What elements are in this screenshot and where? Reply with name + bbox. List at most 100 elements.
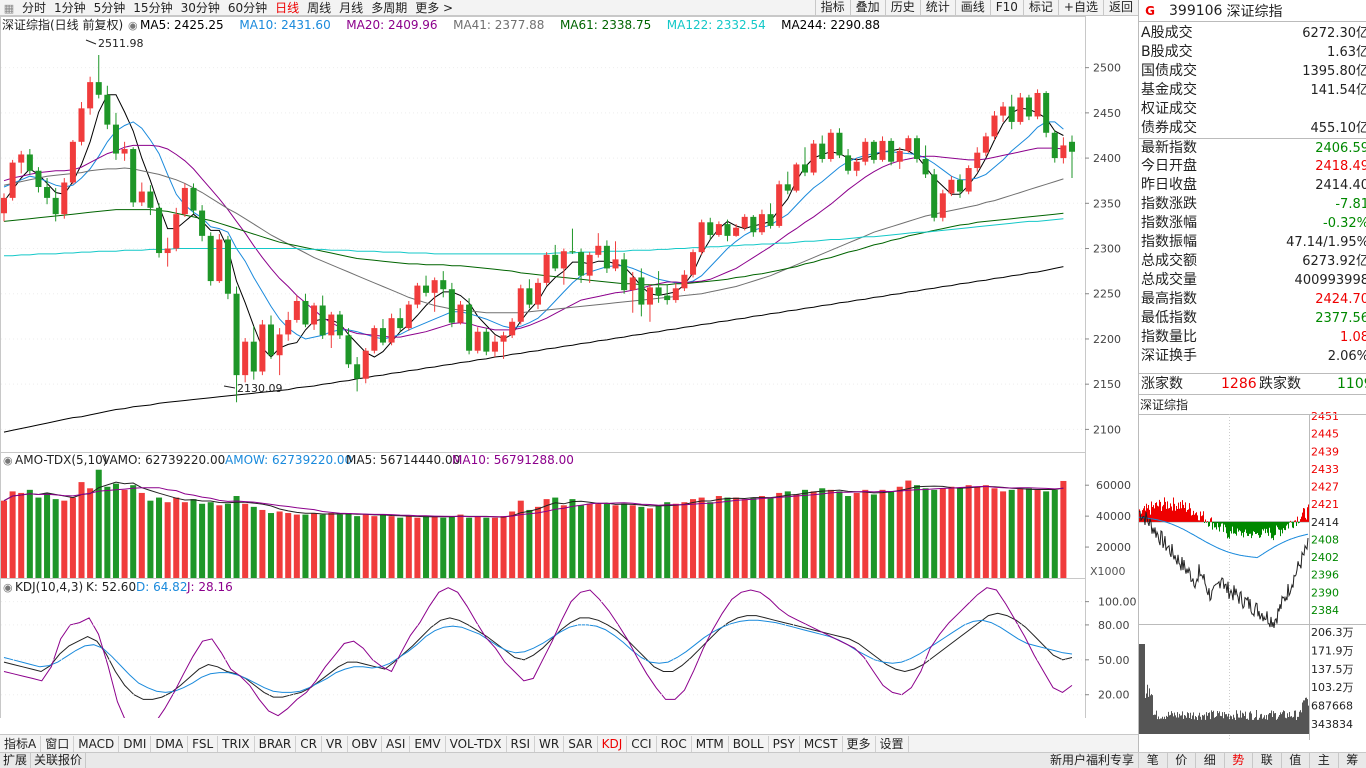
volume-bar-36 bbox=[311, 513, 318, 578]
status-left-0[interactable]: 扩展 bbox=[0, 753, 32, 768]
indicator-tab-7[interactable]: BRAR bbox=[255, 735, 297, 752]
status-left-1[interactable]: 关联报价 bbox=[31, 753, 87, 768]
tool-button-1[interactable]: 叠加 bbox=[849, 0, 885, 16]
candle-body-80 bbox=[690, 252, 697, 275]
status-tab-2[interactable]: 细 bbox=[1195, 753, 1224, 768]
quote-value-5: 455.10亿 bbox=[1310, 121, 1366, 136]
grid-icon[interactable]: ▦ bbox=[3, 1, 15, 15]
intraday-mini-chart[interactable]: 深证综指 2451 2445 2439 2433 2427 2421 2414 2408 240… bbox=[1139, 396, 1366, 740]
mini-vol-tick-2: 137.5万 bbox=[1311, 663, 1354, 676]
quote-row-13: 总成交量 400993998 bbox=[1139, 271, 1366, 290]
indicator-tab-17[interactable]: KDJ bbox=[598, 735, 628, 752]
status-tab-4[interactable]: 联 bbox=[1252, 753, 1281, 768]
candle-38 bbox=[328, 311, 335, 348]
kdj-tick-label-3: 20.00 bbox=[1098, 689, 1130, 702]
candle-body-69 bbox=[595, 245, 602, 255]
candle-body-1 bbox=[9, 162, 16, 198]
tool-button-4[interactable]: 画线 bbox=[954, 0, 990, 16]
period-tab-4[interactable]: 30分钟 bbox=[180, 0, 220, 15]
candle-27 bbox=[233, 286, 240, 403]
candle-105 bbox=[905, 135, 912, 153]
indicator-tab-23[interactable]: MCST bbox=[800, 735, 843, 752]
candle-91 bbox=[784, 171, 791, 195]
indicator-tab-22[interactable]: PSY bbox=[769, 735, 800, 752]
main-chart-area[interactable]: 2500 2450 2400 2350 2300 2250 2200 2150 2100 深证综… bbox=[0, 16, 1138, 718]
indicator-tab-8[interactable]: CR bbox=[296, 735, 322, 752]
volume-bar-3 bbox=[26, 489, 33, 578]
candle-103 bbox=[888, 138, 895, 166]
mini-price-tick-4: 2427 bbox=[1311, 481, 1339, 494]
candle-body-116 bbox=[1000, 106, 1007, 116]
legend-toggle-icon[interactable]: ◉ bbox=[128, 19, 138, 32]
tool-button-0[interactable]: 指标 bbox=[814, 0, 850, 16]
indicator-tab-6[interactable]: TRIX bbox=[218, 735, 255, 752]
indicator-tab-9[interactable]: VR bbox=[322, 735, 348, 752]
tool-button-3[interactable]: 统计 bbox=[919, 0, 955, 16]
ma-legend-3: MA41: 2377.88 bbox=[453, 18, 544, 32]
indicator-tab-0[interactable]: 指标A bbox=[0, 735, 42, 752]
indicator-tab-24[interactable]: 更多 bbox=[843, 735, 876, 752]
indicator-tab-11[interactable]: ASI bbox=[382, 735, 411, 752]
period-tab-1[interactable]: 1分钟 bbox=[54, 0, 86, 15]
period-tab-5[interactable]: 60分钟 bbox=[227, 0, 268, 15]
status-tab-7[interactable]: 筹 bbox=[1337, 753, 1366, 768]
period-tab-0[interactable]: 分时 bbox=[22, 0, 47, 15]
status-tab-5[interactable]: 值 bbox=[1280, 753, 1310, 768]
quote-row-4: 权证成交 bbox=[1139, 100, 1366, 119]
candle-83 bbox=[715, 221, 722, 237]
tool-button-7[interactable]: +自选 bbox=[1057, 0, 1103, 16]
period-tab-9[interactable]: 多周期 bbox=[371, 0, 408, 15]
candle-33 bbox=[285, 311, 292, 341]
volume-bar-97 bbox=[836, 491, 843, 578]
candle-body-7 bbox=[61, 182, 68, 215]
indicator-tab-13[interactable]: VOL-TDX bbox=[446, 735, 507, 752]
volume-bar-69 bbox=[595, 503, 602, 578]
candle-body-14 bbox=[121, 149, 128, 154]
period-tab-8[interactable]: 月线 bbox=[339, 0, 364, 15]
indicator-tab-10[interactable]: OBV bbox=[348, 735, 383, 752]
status-tab-0[interactable]: 笔 bbox=[1138, 753, 1167, 768]
indicator-tab-1[interactable]: 窗口 bbox=[41, 735, 75, 752]
period-tab-3[interactable]: 15分钟 bbox=[133, 0, 173, 15]
mini-plot bbox=[1139, 414, 1366, 740]
period-tab-10[interactable]: 更多 > bbox=[415, 0, 454, 15]
candle-114 bbox=[982, 132, 989, 157]
quote-label-17: 深证换手 bbox=[1141, 348, 1197, 364]
indicator-tab-14[interactable]: RSI bbox=[507, 735, 536, 752]
candle-20 bbox=[173, 207, 180, 252]
indicator-tab-18[interactable]: CCI bbox=[627, 735, 657, 752]
tool-button-6[interactable]: 标记 bbox=[1022, 0, 1058, 16]
indicator-tab-20[interactable]: MTM bbox=[692, 735, 729, 752]
quote-value-13: 400993998 bbox=[1294, 273, 1366, 288]
promo-link[interactable]: 新用户福利专享 bbox=[1050, 753, 1135, 767]
status-tab-3[interactable]: 势 bbox=[1223, 753, 1253, 768]
tool-button-5[interactable]: F10 bbox=[989, 0, 1023, 16]
kdj-legend-toggle-icon[interactable]: ◉ bbox=[3, 581, 13, 594]
candle-67 bbox=[578, 248, 585, 283]
indicator-tab-5[interactable]: FSL bbox=[188, 735, 219, 752]
candle-108 bbox=[931, 168, 938, 222]
period-tab-7[interactable]: 周线 bbox=[307, 0, 332, 15]
candle-body-43 bbox=[371, 328, 378, 351]
indicator-tab-19[interactable]: ROC bbox=[657, 735, 692, 752]
tool-button-8[interactable]: 返回 bbox=[1102, 0, 1138, 16]
kdj-line-j bbox=[3, 587, 1073, 718]
indicator-tab-2[interactable]: MACD bbox=[74, 735, 120, 752]
status-tab-6[interactable]: 主 bbox=[1309, 753, 1338, 768]
period-toolbar: ▦ 分时 1分钟 5分钟 15分钟 30分钟 60分钟 日线 周线 月线 多周期 更多 > 指标 叠加… bbox=[0, 0, 1138, 16]
indicator-tab-12[interactable]: EMV bbox=[410, 735, 446, 752]
indicator-tab-3[interactable]: DMI bbox=[119, 735, 152, 752]
indicator-tab-15[interactable]: WR bbox=[535, 735, 565, 752]
status-tab-1[interactable]: 价 bbox=[1166, 753, 1196, 768]
candle-body-42 bbox=[362, 350, 369, 379]
period-tab-2[interactable]: 5分钟 bbox=[93, 0, 126, 15]
mini-price-tick-10: 2390 bbox=[1311, 586, 1339, 599]
indicator-tab-25[interactable]: 设置 bbox=[876, 735, 909, 752]
volume-bar-68 bbox=[586, 503, 593, 578]
period-tab-6[interactable]: 日线 bbox=[275, 0, 300, 15]
indicator-tab-16[interactable]: SAR bbox=[564, 735, 598, 752]
indicator-tab-4[interactable]: DMA bbox=[151, 735, 189, 752]
vol-legend-toggle-icon[interactable]: ◉ bbox=[3, 454, 13, 467]
indicator-tab-21[interactable]: BOLL bbox=[729, 735, 769, 752]
tool-button-2[interactable]: 历史 bbox=[884, 0, 920, 16]
